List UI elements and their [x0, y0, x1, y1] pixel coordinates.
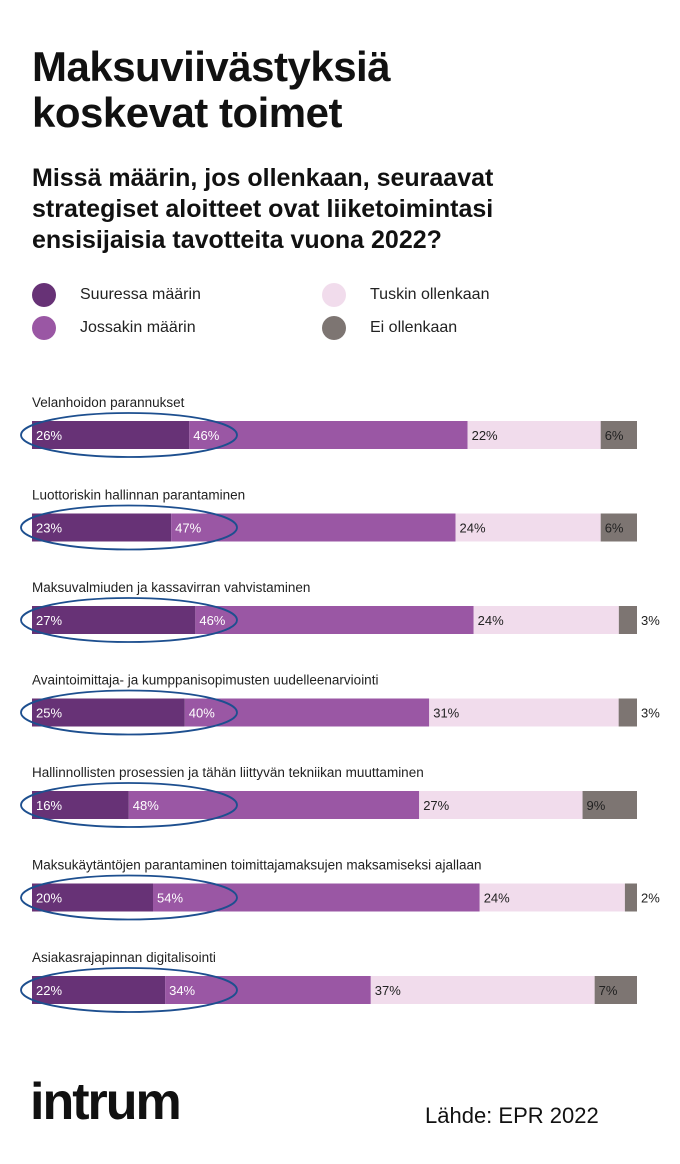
bar-segment [189, 421, 468, 449]
legend-swatch [322, 283, 346, 307]
category-label: Velanhoidon parannukset [32, 395, 185, 410]
highlight-ellipse [20, 689, 238, 736]
data-label: 31% [433, 706, 459, 721]
data-label: 54% [157, 891, 183, 906]
data-label: 37% [375, 983, 401, 998]
bar-segment [618, 698, 637, 727]
bar-segment [32, 606, 196, 634]
bar-segment [600, 513, 637, 542]
data-label: 22% [36, 983, 62, 998]
data-label: 46% [193, 428, 219, 443]
highlight-ellipse [20, 597, 238, 643]
legend-item-suuressa: Suuressa määrin [32, 283, 201, 307]
category-label: Avaintoimittaja- ja kumppanisopimusten u… [32, 673, 378, 688]
data-label: 24% [460, 521, 486, 536]
legend-swatch [32, 283, 56, 307]
bar-segment [618, 606, 637, 634]
data-label: 48% [133, 798, 159, 813]
legend-label: Suuressa määrin [80, 286, 201, 303]
legend-label: Jossakin määrin [80, 319, 196, 336]
bar-segment [419, 791, 583, 819]
data-label: 16% [36, 798, 62, 813]
data-label: 22% [472, 428, 498, 443]
category-label: Hallinnollisten prosessien ja tähän liit… [32, 765, 424, 780]
data-label: 6% [605, 521, 624, 536]
bar-segment [473, 606, 619, 634]
highlight-ellipse [20, 412, 238, 458]
bar-segment [165, 976, 371, 1004]
legend-item-tuskin: Tuskin ollenkaan [322, 283, 489, 307]
data-label: 46% [199, 613, 225, 628]
legend-swatch [32, 316, 56, 340]
bar-segment [455, 513, 601, 542]
bar-segment [195, 606, 474, 634]
data-label: 23% [36, 521, 62, 536]
category-label: Maksuvalmiuden ja kassavirran vahvistami… [32, 580, 310, 595]
data-label: 25% [36, 706, 62, 721]
data-label: 34% [169, 983, 195, 998]
bar-segment [32, 791, 129, 819]
bar-segment [128, 791, 420, 819]
data-label: 40% [189, 706, 215, 721]
data-label: 3% [641, 706, 660, 721]
highlight-ellipse [20, 782, 238, 828]
data-label: 3% [641, 613, 660, 628]
data-label: 2% [641, 891, 660, 906]
bar-segment [479, 883, 625, 912]
bar-segment [32, 976, 166, 1004]
data-label: 24% [478, 613, 504, 628]
highlight-ellipse [20, 967, 238, 1013]
stacked-bar-chart: Velanhoidon parannukset 26% 46% 22% 6% Luotto… [20, 395, 660, 1013]
category-label: Luottoriskin hallinnan parantaminen [32, 488, 245, 503]
bar-segment [370, 976, 595, 1004]
legend-label: Tuskin ollenkaan [370, 286, 490, 303]
legend-item-jossakin: Jossakin määrin [32, 316, 196, 340]
data-label: 6% [605, 428, 624, 443]
chart-subtitle: Missä määrin, jos ollenkaan, seuraavat s… [32, 164, 494, 254]
bar-segment [153, 883, 480, 912]
bar-segment [594, 976, 637, 1004]
highlight-ellipse [20, 504, 238, 551]
bar-segment [32, 513, 172, 542]
bar-segment [32, 421, 190, 449]
bar-segment [467, 421, 601, 449]
bar-segment [429, 698, 619, 727]
data-label: 27% [423, 798, 449, 813]
data-label: 26% [36, 428, 62, 443]
category-label: Maksukäytäntöjen parantaminen toimittaja… [32, 858, 481, 873]
chart-title: Maksuviivästyksiä koskevat toimet [32, 43, 391, 136]
data-label: 9% [587, 798, 606, 813]
data-label: 20% [36, 891, 62, 906]
source-note: Lähde: EPR 2022 [425, 1103, 599, 1128]
data-label: 47% [175, 521, 201, 536]
bar-segment [582, 791, 637, 819]
bar-segment [171, 513, 456, 542]
bar-segment [32, 698, 185, 727]
legend-label: Ei ollenkaan [370, 319, 458, 336]
data-label: 27% [36, 613, 62, 628]
bar-segment [624, 883, 637, 912]
legend-swatch [322, 316, 346, 340]
intrum-logo: intrum [30, 1073, 182, 1131]
bar-segment [32, 883, 153, 912]
data-label: 24% [484, 891, 510, 906]
legend-item-ei: Ei ollenkaan [322, 316, 457, 340]
highlight-ellipse [20, 874, 238, 921]
data-label: 7% [599, 983, 618, 998]
bar-segment [600, 421, 637, 449]
category-label: Asiakasrajapinnan digitalisointi [32, 950, 216, 965]
bar-segment [184, 698, 430, 727]
